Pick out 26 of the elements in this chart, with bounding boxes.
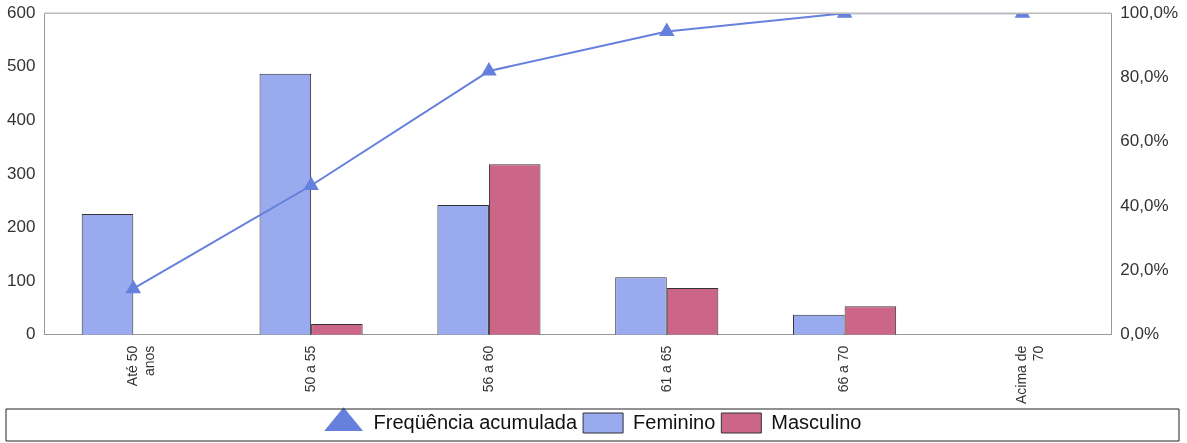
y-tick-label: 300 bbox=[6, 163, 36, 183]
x-tick-label: Acima de 70 bbox=[1013, 345, 1047, 404]
y2-tick-label: 20,0% bbox=[1120, 260, 1169, 280]
x-tick-label: Até 50 anos bbox=[124, 345, 157, 387]
point bbox=[304, 177, 319, 190]
y-tick-label: 200 bbox=[6, 217, 36, 237]
x-tick-label: 56 a 60 bbox=[479, 345, 496, 393]
y-tick-label: 500 bbox=[6, 56, 36, 76]
legend-label: Freqüência acumulada bbox=[373, 410, 578, 433]
y2-tick-label: 100,0% bbox=[1120, 2, 1179, 22]
y2-tick-label: 40,0% bbox=[1120, 195, 1169, 215]
y2-tick-label: 60,0% bbox=[1120, 131, 1169, 151]
point bbox=[481, 63, 496, 76]
y2-tick-label: 80,0% bbox=[1120, 67, 1169, 87]
y2-tick-label: 0,0% bbox=[1120, 324, 1160, 344]
y-tick-label: 600 bbox=[6, 2, 36, 22]
x-tick-label: 50 a 55 bbox=[301, 345, 318, 393]
legend-label: Feminino bbox=[633, 410, 716, 433]
y-tick-label: 400 bbox=[6, 110, 36, 130]
y-tick-label: 100 bbox=[6, 270, 36, 290]
legend-label: Masculino bbox=[771, 410, 862, 433]
x-tick-label: 66 a 70 bbox=[835, 345, 852, 393]
y-tick-label: 0 bbox=[25, 324, 36, 344]
point bbox=[659, 23, 674, 37]
x-tick-label: 61 a 65 bbox=[657, 345, 674, 393]
point bbox=[126, 280, 141, 294]
